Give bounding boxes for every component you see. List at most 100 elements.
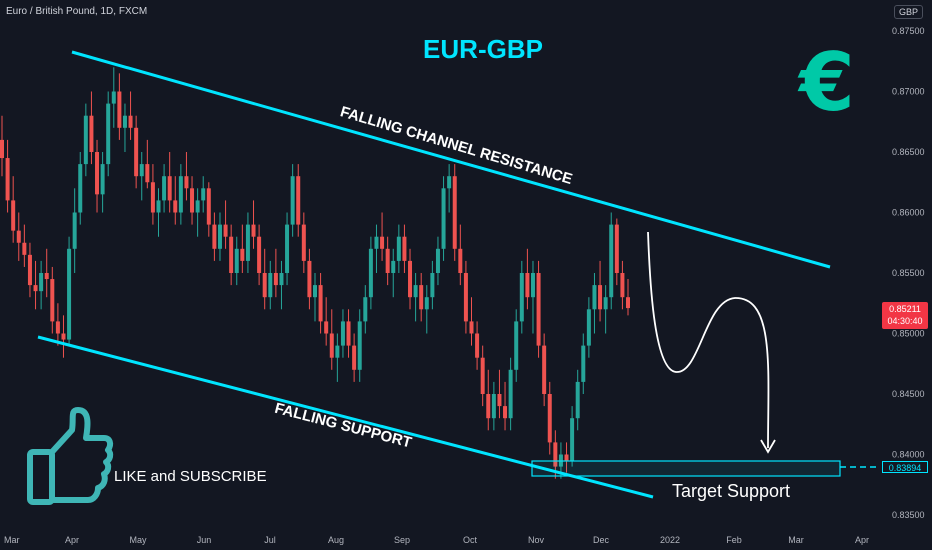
current-price-badge: 0.85211 04:30:40 <box>882 302 928 329</box>
projection-path <box>647 231 770 449</box>
candle-body <box>290 176 295 225</box>
candle-body <box>536 273 541 346</box>
candle-body <box>50 279 55 322</box>
candle-body <box>357 321 362 370</box>
candle-body <box>441 188 446 249</box>
candle-body <box>503 406 508 419</box>
candle-body <box>83 115 88 165</box>
candle-body <box>525 273 530 298</box>
candles <box>0 67 630 479</box>
price-tick-label: 0.84500 <box>892 389 925 399</box>
time-tick-label: Nov <box>528 535 545 545</box>
candle-body <box>240 248 245 261</box>
time-axis[interactable]: Mar Apr May Jun Jul Aug Sep Oct Nov Dec 2022 Feb Mar… <box>4 535 869 545</box>
candle-body <box>475 333 480 358</box>
candle-body <box>324 321 329 334</box>
time-tick-label: Apr <box>855 535 869 545</box>
resistance-line[interactable] <box>71 50 831 269</box>
support-line[interactable] <box>37 335 654 499</box>
candle-body <box>463 273 468 322</box>
candle-body <box>61 333 66 340</box>
candle-body <box>145 164 150 183</box>
chart-title: EUR-GBP <box>423 34 543 64</box>
candle-body <box>262 273 267 298</box>
candle-countdown: 04:30:40 <box>887 316 923 326</box>
candle-body <box>469 321 474 334</box>
candle-body <box>78 164 83 213</box>
candle-body <box>122 115 127 128</box>
candle-body <box>592 285 597 310</box>
candle-body <box>72 212 77 249</box>
candle-body <box>212 224 217 249</box>
candle-body <box>301 224 306 261</box>
candle-body <box>245 224 250 261</box>
time-tick-label: May <box>129 535 147 545</box>
candle-body <box>564 454 569 461</box>
candle-body <box>408 260 413 298</box>
candle-body <box>374 236 379 249</box>
candle-body <box>150 182 155 213</box>
candle-body <box>89 115 94 152</box>
candle-body <box>223 224 228 237</box>
candle-body <box>435 248 440 273</box>
candle-body <box>514 321 519 370</box>
time-tick-label: Feb <box>726 535 742 545</box>
candle-body <box>603 297 608 310</box>
time-tick-label: Dec <box>593 535 610 545</box>
candle-body <box>27 254 32 286</box>
price-tick-label: 0.83500 <box>892 510 925 520</box>
candle-body <box>128 115 133 128</box>
time-tick-label: Jul <box>264 535 276 545</box>
candle-body <box>251 224 256 237</box>
candle-body <box>162 176 167 201</box>
candle-body <box>307 260 312 298</box>
candle-body <box>553 442 558 467</box>
candle-body <box>570 418 575 461</box>
candle-body <box>519 273 524 322</box>
candle-body <box>206 188 211 225</box>
candle-body <box>111 91 116 104</box>
candle-body <box>424 297 429 310</box>
candle-body <box>586 309 591 346</box>
price-tick-label: 0.85000 <box>892 329 925 339</box>
candle-body <box>547 394 552 443</box>
candle-body <box>452 176 457 249</box>
candle-body <box>201 188 206 201</box>
candle-body <box>0 139 4 159</box>
candle-body <box>368 248 373 298</box>
candle-body <box>39 273 44 292</box>
candle-body <box>117 91 122 128</box>
time-tick-label: Jun <box>197 535 212 545</box>
candle-body <box>363 297 368 322</box>
price-axis[interactable]: 0.87500 0.87000 0.86500 0.86000 0.85500 0.850… <box>892 26 925 520</box>
price-tick-label: 0.85500 <box>892 268 925 278</box>
candle-body <box>447 176 452 189</box>
price-tick-label: 0.86000 <box>892 208 925 218</box>
cta-text: LIKE and SUBSCRIBE <box>114 468 267 485</box>
euro-icon: € <box>797 36 855 129</box>
target-zone[interactable] <box>531 460 841 477</box>
candle-body <box>257 236 262 273</box>
candle-body <box>380 236 385 249</box>
candle-body <box>430 273 435 298</box>
candle-body <box>106 103 111 165</box>
candle-body <box>268 273 273 298</box>
candle-body <box>234 248 239 273</box>
thumbs-up-icon <box>27 407 114 505</box>
time-tick-label: Mar <box>788 535 804 545</box>
target-label: Target Support <box>672 481 790 501</box>
candle-body <box>497 394 502 407</box>
candle-body <box>178 176 183 213</box>
candle-body <box>279 273 284 286</box>
candle-body <box>44 273 49 280</box>
price-tick-label: 0.87000 <box>892 87 925 97</box>
candle-body <box>530 273 535 298</box>
currency-badge[interactable]: GBP <box>894 5 924 19</box>
candle-body <box>458 248 463 273</box>
symbol-title[interactable]: Euro / British Pound, 1D, FXCM <box>6 6 148 17</box>
candle-body <box>217 224 222 249</box>
candle-body <box>346 321 351 346</box>
candle-body <box>486 394 491 419</box>
